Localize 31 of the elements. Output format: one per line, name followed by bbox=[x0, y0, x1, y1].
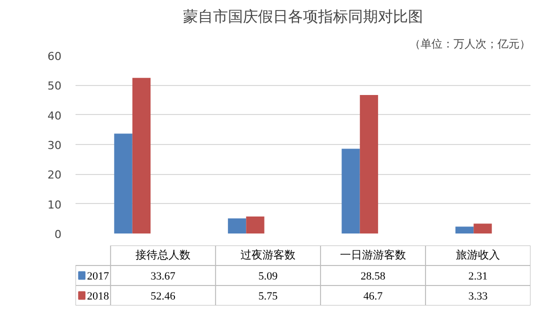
data-label: 3.33 bbox=[468, 290, 488, 302]
x-tick-label: 旅游收入 bbox=[456, 248, 500, 262]
chart-title: 蒙自市国庆假日各项指标同期对比图 bbox=[183, 8, 423, 26]
x-tick-label: 一日游游客数 bbox=[340, 248, 406, 262]
y-tick-label: 10 bbox=[48, 198, 62, 212]
data-label: 52.46 bbox=[150, 290, 176, 302]
y-tick-label: 20 bbox=[48, 168, 62, 182]
bar bbox=[132, 78, 151, 234]
bar bbox=[114, 134, 132, 234]
y-tick-label: 60 bbox=[48, 50, 62, 63]
bar bbox=[455, 226, 474, 234]
y-tick-label: 30 bbox=[48, 139, 62, 152]
data-label: 5.09 bbox=[258, 270, 278, 282]
data-label: 2.31 bbox=[468, 270, 488, 282]
x-tick-label: 接待总人数 bbox=[136, 248, 191, 262]
y-tick-label: 40 bbox=[48, 109, 62, 122]
data-label: 46.7 bbox=[363, 290, 384, 302]
bar bbox=[342, 148, 360, 234]
bar bbox=[246, 216, 264, 234]
chart-subtitle: （单位：万人次；亿元） bbox=[410, 38, 530, 50]
data-label: 33.67 bbox=[150, 270, 176, 282]
legend-label: 2017 bbox=[87, 270, 110, 282]
legend-label: 2018 bbox=[87, 290, 110, 302]
data-label: 28.58 bbox=[360, 270, 386, 282]
bar bbox=[360, 94, 378, 234]
bar bbox=[228, 218, 246, 234]
y-tick-label: 0 bbox=[54, 228, 62, 241]
bar bbox=[474, 224, 492, 234]
x-tick-label: 过夜游客数 bbox=[240, 248, 296, 262]
y-tick-label: 50 bbox=[48, 80, 62, 93]
data-label: 5.75 bbox=[258, 290, 278, 302]
